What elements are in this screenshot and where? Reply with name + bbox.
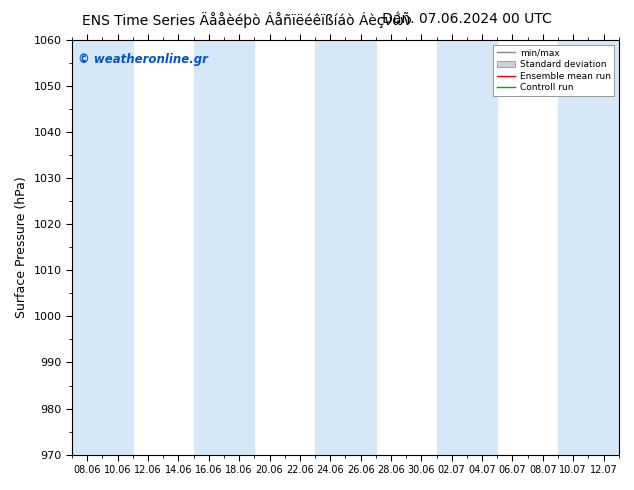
Legend: min/max, Standard deviation, Ensemble mean run, Controll run: min/max, Standard deviation, Ensemble me… [493,45,614,96]
Bar [558,40,619,455]
Bar [437,40,497,455]
Bar [72,40,133,455]
Text: Đáñ. 07.06.2024 00 UTC: Đáñ. 07.06.2024 00 UTC [382,12,552,26]
Text: © weatheronline.gr: © weatheronline.gr [77,52,207,66]
Y-axis label: Surface Pressure (hPa): Surface Pressure (hPa) [15,176,28,318]
Bar [315,40,376,455]
Bar [193,40,254,455]
Text: ENS Time Series Äååèéþò Áåñïëéêïßíáò Áèçνών: ENS Time Series Äååèéþò Áåñïëéêïßíáò Áèç… [82,12,412,28]
